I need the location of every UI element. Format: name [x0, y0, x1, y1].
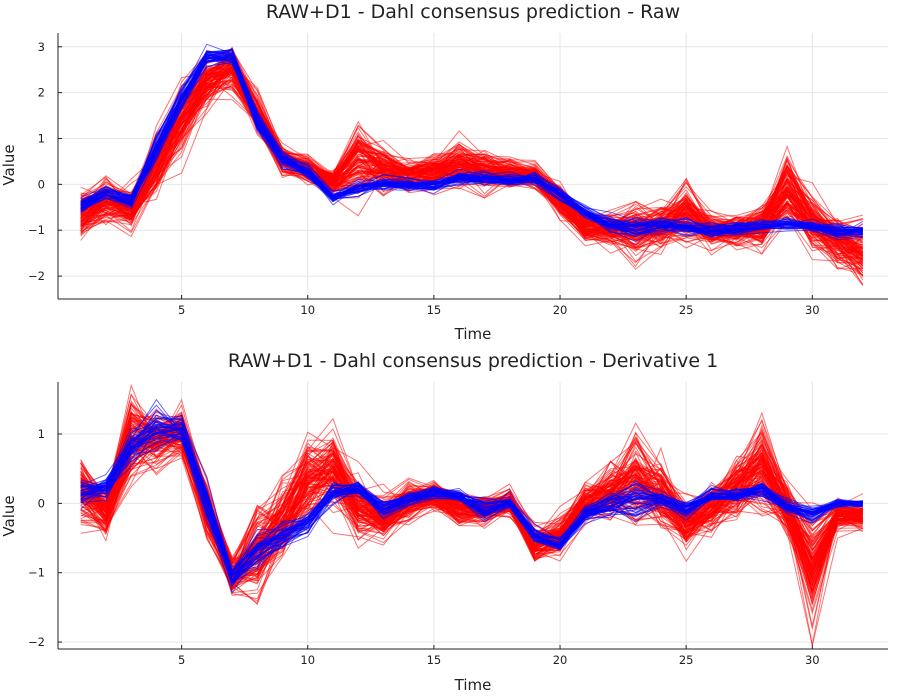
series-line-blue: [80, 426, 863, 575]
y-tick-label: 1: [38, 131, 45, 145]
y-tick-label: −1: [28, 223, 45, 237]
x-axis-label: Time: [454, 676, 492, 694]
x-tick-label: 10: [300, 653, 315, 667]
chart-panel-raw: RAW+D1 - Dahl consensus prediction - Raw…: [0, 1, 888, 343]
series-line-red: [80, 434, 863, 606]
chart-title: RAW+D1 - Dahl consensus prediction - Raw: [266, 1, 680, 23]
x-tick-label: 20: [553, 653, 568, 667]
series-lines: [80, 43, 864, 286]
axes: 5 10 15 20 25 30 −2 −1 0 1 2 3: [28, 33, 888, 317]
series-line-blue: [80, 50, 863, 233]
y-tick-label: −1: [28, 566, 45, 580]
y-axis-label: Value: [0, 495, 18, 536]
y-tick-label: 2: [38, 86, 45, 100]
series-lines: [80, 383, 864, 646]
series-line-blue: [80, 55, 863, 237]
series-line-blue: [80, 414, 863, 572]
y-tick-label: 3: [38, 40, 45, 54]
x-tick-label: 30: [805, 653, 820, 667]
x-axis-label: Time: [454, 325, 492, 343]
chart-title: RAW+D1 - Dahl consensus prediction - Der…: [228, 350, 718, 372]
series-line-blue: [80, 430, 863, 575]
y-tick-label: −2: [28, 269, 45, 283]
chart-panel-derivative: RAW+D1 - Dahl consensus prediction - Der…: [0, 350, 888, 694]
x-tick-label: 20: [553, 303, 568, 317]
series-line-red: [80, 67, 863, 241]
x-tick-label: 15: [427, 303, 442, 317]
y-tick-label: 0: [38, 177, 45, 191]
x-tick-label: 10: [300, 303, 315, 317]
y-tick-label: −2: [28, 635, 45, 649]
series-line-blue: [80, 53, 863, 236]
y-axis-label: Value: [0, 144, 18, 185]
x-tick-label: 25: [679, 303, 694, 317]
series-line-red: [80, 98, 863, 276]
series-line-red: [80, 54, 864, 249]
x-tick-label: 15: [427, 653, 442, 667]
x-tick-label: 5: [178, 653, 185, 667]
x-tick-label: 25: [679, 653, 694, 667]
series-line-blue: [80, 62, 863, 243]
x-tick-label: 5: [178, 303, 185, 317]
y-tick-label: 0: [38, 496, 45, 510]
series-line-red: [80, 435, 863, 582]
x-tick-label: 30: [805, 303, 820, 317]
y-tick-label: 1: [38, 427, 45, 441]
axes: 5 10 15 20 25 30 −2 −1 0 1: [28, 382, 888, 667]
